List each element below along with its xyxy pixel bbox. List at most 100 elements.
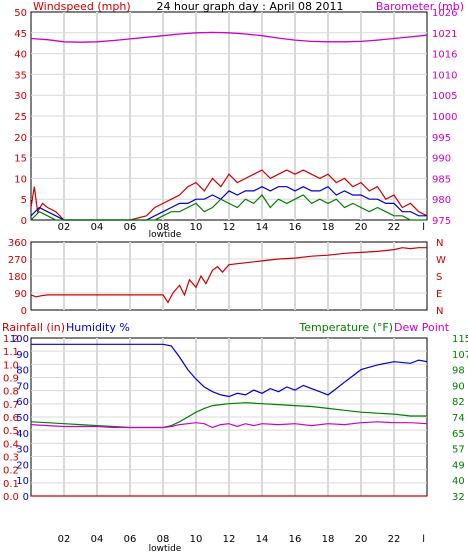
humidity-tick-label: 20 (16, 460, 29, 471)
grid-lines (31, 12, 427, 496)
temperature-tick-label: 90 (452, 381, 465, 392)
barometer-tick-label: 990 (432, 154, 451, 165)
rainfall-tick-label: 0.9 (3, 374, 19, 385)
lowtide-label-bottom: lowtide (149, 544, 182, 554)
barometer-tick-label: 985 (432, 174, 451, 185)
x-tick-label-top: 20 (355, 222, 368, 233)
temperature-tick-label: 115 (452, 334, 468, 345)
temperature-tick-label: 49 (452, 460, 465, 471)
temperature-axis-title: Temperature (°F) (298, 321, 393, 334)
temperature-tick-label: 98 (452, 366, 465, 377)
x-tick-label-top: l (422, 222, 425, 233)
x-tick-label-bottom: 14 (256, 534, 269, 545)
barometer-tick-label: 1026 (432, 8, 457, 19)
series-line (30, 247, 427, 304)
rainfall-tick-label: 0.5 (3, 426, 19, 437)
barometer-tick-label: 975 (432, 216, 451, 227)
humidity-tick-label: 70 (16, 381, 29, 392)
windspeed-tick-label: 5 (21, 195, 27, 206)
rainfall-tick-label: 0.7 (3, 400, 19, 411)
windspeed-tick-label: 50 (14, 8, 27, 19)
direction-tick-label: 90 (14, 289, 27, 300)
direction-tick-label: 360 (8, 238, 27, 249)
barometer-tick-label: 1000 (432, 112, 457, 123)
compass-tick-label: E (436, 289, 442, 300)
series-line (30, 421, 428, 429)
windspeed-tick-label: 10 (14, 174, 27, 185)
rainfall-tick-label: 0.2 (3, 466, 19, 477)
axis-labels: 0202040406060808101012121414161618182020… (3, 8, 468, 545)
x-tick-label-bottom: 16 (289, 534, 302, 545)
dewpoint-axis-title: Dew Point (394, 321, 450, 334)
windspeed-tick-label: 25 (14, 112, 27, 123)
humidity-tick-label: 30 (16, 445, 29, 456)
temperature-tick-label: 65 (452, 429, 465, 440)
barometer-tick-label: 995 (432, 133, 451, 144)
series-line (30, 31, 428, 43)
x-tick-label-top: 16 (289, 222, 302, 233)
x-tick-label-bottom: 08 (157, 534, 170, 545)
windspeed-tick-label: 45 (14, 29, 27, 40)
humidity-tick-label: 40 (16, 429, 29, 440)
compass-tick-label: W (436, 255, 446, 266)
x-tick-label-top: 18 (322, 222, 335, 233)
rainfall-tick-label: 0.4 (3, 439, 19, 450)
x-tick-label-bottom: 12 (223, 534, 236, 545)
x-tick-label-top: 10 (190, 222, 203, 233)
x-tick-label-top: 06 (124, 222, 137, 233)
rainfall-tick-label: 0.0 (3, 492, 19, 503)
direction-tick-label: 180 (8, 272, 27, 283)
temperature-tick-label: 40 (452, 476, 465, 487)
x-tick-label-top: 14 (256, 222, 269, 233)
rainfall-tick-label: 0.1 (3, 479, 19, 490)
rainfall-tick-label: 1.2 (3, 334, 19, 345)
barometer-tick-label: 980 (432, 195, 451, 206)
rainfall-tick-label: 0.8 (3, 387, 19, 398)
x-tick-label-top: 04 (91, 222, 104, 233)
windspeed-tick-label: 30 (14, 91, 27, 102)
humidity-tick-label: 0 (23, 492, 29, 503)
barometer-tick-label: 1016 (432, 50, 457, 61)
data-series (30, 31, 428, 497)
series-line (31, 343, 428, 398)
x-tick-label-top: 08 (157, 222, 170, 233)
barometer-tick-label: 1010 (432, 70, 457, 81)
humidity-tick-label: 10 (16, 476, 29, 487)
barometer-tick-label: 1005 (432, 91, 457, 102)
x-tick-label-bottom: 22 (388, 534, 401, 545)
windspeed-tick-label: 40 (14, 50, 27, 61)
direction-tick-label: 270 (8, 255, 27, 266)
humidity-axis-title: Humidity % (66, 321, 130, 334)
x-tick-label-bottom: l (422, 534, 425, 545)
x-tick-label-bottom: 02 (58, 534, 71, 545)
barometer-axis-title: Barometer (mb) (376, 0, 464, 13)
series-line (30, 402, 427, 429)
x-tick-label-bottom: 04 (91, 534, 104, 545)
temperature-tick-label: 82 (452, 397, 465, 408)
humidity-tick-label: 50 (16, 413, 29, 424)
x-tick-label-top: 02 (58, 222, 71, 233)
x-tick-label-bottom: 18 (322, 534, 335, 545)
x-tick-label-bottom: 20 (355, 534, 368, 545)
x-tick-label-bottom: 10 (190, 534, 203, 545)
x-tick-label-top: 12 (223, 222, 236, 233)
direction-tick-label: 0 (21, 306, 27, 317)
temperature-tick-label: 74 (452, 413, 465, 424)
humidity-tick-label: 60 (16, 397, 29, 408)
x-tick-label-top: 22 (388, 222, 401, 233)
rainfall-tick-label: 0.3 (3, 453, 19, 464)
humidity-tick-label: 100 (10, 334, 29, 345)
compass-tick-label: N (436, 306, 443, 317)
temperature-tick-label: 32 (452, 492, 465, 503)
lowtide-label-top: lowtide (149, 230, 182, 240)
windspeed-tick-label: 0 (21, 216, 27, 227)
temperature-tick-label: 107 (452, 350, 468, 361)
barometer-tick-label: 1021 (432, 29, 457, 40)
temperature-tick-label: 57 (452, 445, 465, 456)
series-line (30, 194, 427, 221)
windspeed-tick-label: 15 (14, 154, 27, 165)
compass-tick-label: S (436, 272, 442, 283)
x-tick-label-bottom: 06 (124, 534, 137, 545)
compass-tick-label: N (436, 238, 443, 249)
